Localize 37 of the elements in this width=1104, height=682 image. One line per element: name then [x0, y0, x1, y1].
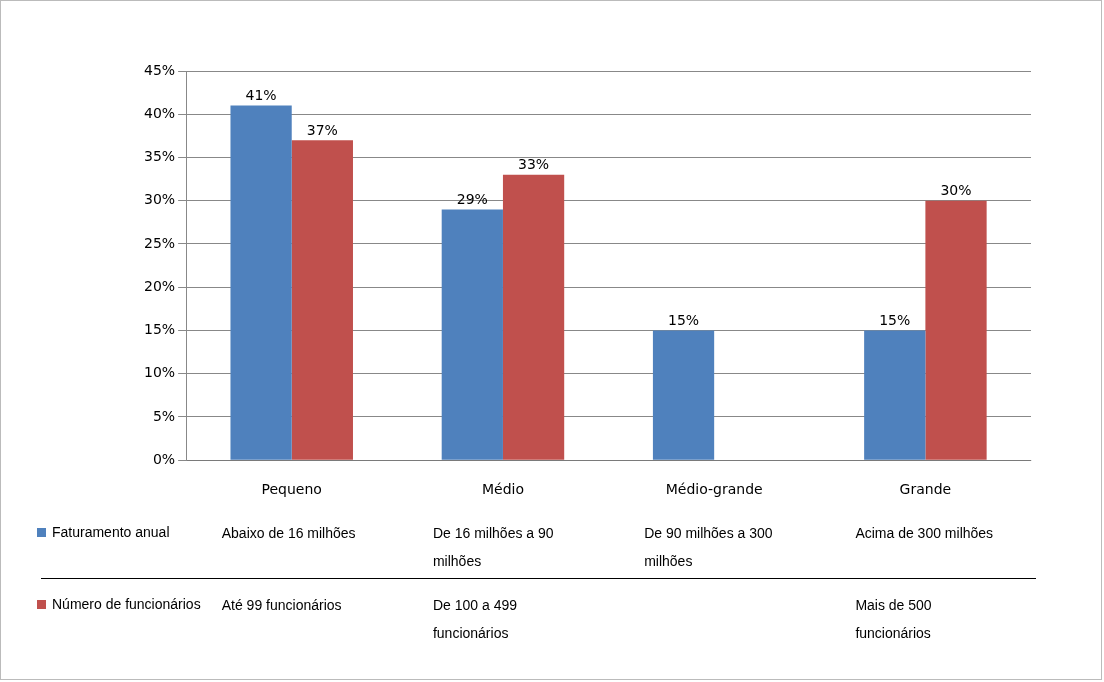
y-tick-label: 0%: [152, 450, 176, 467]
bar: [291, 140, 353, 460]
y-tick-label: 30%: [143, 191, 176, 208]
bar: [864, 330, 926, 460]
text: Acima de 300 milhões: [855, 524, 995, 543]
y-tick-label: 5%: [152, 407, 176, 424]
text: De 90 milhões a 300 milhões: [644, 524, 774, 571]
y-tick-label: 15%: [143, 321, 176, 338]
text: De 16 milhões a 90 milhões: [432, 524, 555, 571]
y-tick-label: 35%: [143, 148, 176, 165]
data-label: 30%: [940, 182, 972, 199]
data-label: 41%: [245, 87, 277, 104]
x-tick-label: Grande: [899, 481, 952, 498]
legend-label: Faturamento anual: [51, 524, 170, 540]
data-label: 37%: [306, 121, 338, 138]
y-tick-label: 40%: [143, 104, 176, 121]
x-tick-label: Pequeno: [261, 481, 322, 498]
data-label: 15%: [879, 312, 911, 329]
legend-label: Número de funcionários: [51, 596, 201, 612]
y-tick-label: 45%: [143, 61, 176, 78]
y-tick-label: 10%: [143, 364, 176, 381]
text: Abaixo de 16 milhões: [221, 524, 357, 543]
data-label: 29%: [456, 191, 488, 208]
bar: [441, 209, 503, 460]
bar: [502, 174, 565, 460]
text: De 100 a 499 funcionários: [432, 596, 518, 643]
bar: [652, 330, 715, 460]
data-label: 15%: [667, 312, 700, 329]
text: Mais de 500 funcionários: [855, 596, 933, 643]
bar: [230, 105, 292, 460]
text: Até 99 funcionários: [221, 596, 343, 615]
data-label: 33%: [518, 156, 550, 173]
bar: [925, 200, 987, 460]
x-tick-label: Médio: [481, 481, 524, 498]
y-tick-label: 20%: [143, 277, 176, 294]
x-tick-label: Médio-grande: [665, 481, 763, 498]
y-tick-label: 25%: [143, 234, 176, 251]
